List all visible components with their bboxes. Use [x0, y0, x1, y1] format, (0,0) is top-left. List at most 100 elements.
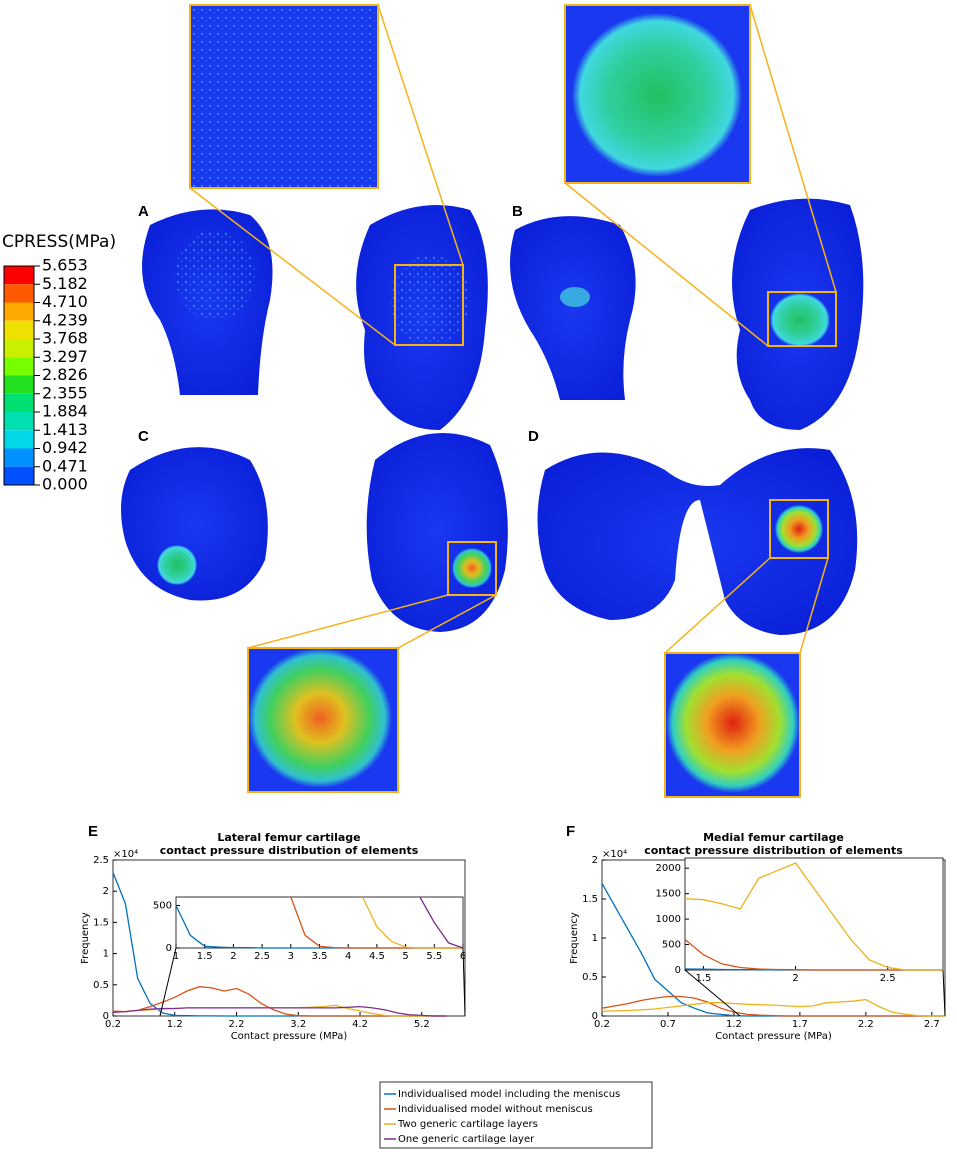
chart-title: Medial femur cartilage: [703, 831, 844, 844]
chart-title: Lateral femur cartilage: [217, 831, 360, 844]
y-tick-label: 0: [675, 965, 681, 976]
panel-label: E: [88, 823, 98, 840]
y-tick-label: 500: [662, 940, 681, 951]
colorbar-label: 0.471: [42, 456, 88, 475]
x-tick-label: 0.2: [594, 1019, 610, 1030]
y-tick-label: 2: [592, 855, 598, 866]
colorbar-band: [4, 284, 34, 303]
inset-connector: [159, 947, 177, 1017]
x-tick-label: 1: [173, 951, 179, 962]
y-axis-label: Frequency: [80, 912, 91, 964]
colorbar-label: 5.182: [42, 274, 88, 293]
series-line: [362, 896, 463, 949]
x-tick-label: 1.7: [792, 1019, 808, 1030]
x-tick-label: 5: [402, 951, 408, 962]
renders: [121, 198, 864, 635]
zoom-views: [189, 4, 837, 798]
legend: Individualised model including the menis…: [379, 1081, 653, 1149]
x-tick-label: 2.2: [858, 1019, 874, 1030]
x-tick-label: 4: [345, 951, 351, 962]
y-tick-label: 0: [103, 1011, 109, 1022]
chart-title: contact pressure distribution of element…: [644, 844, 903, 857]
colorbar-label: 2.826: [42, 365, 88, 384]
panel-label: D: [528, 428, 539, 445]
x-tick-label: 5.5: [426, 951, 442, 962]
y-exponent: ×10⁴: [602, 849, 627, 860]
y-tick-label: 1.5: [582, 894, 598, 905]
legend-label: Individualised model without meniscus: [398, 1104, 593, 1115]
colorbar-band: [4, 448, 34, 467]
legend-label: One generic cartilage layer: [398, 1134, 535, 1145]
colorbar-label: 3.297: [42, 347, 88, 366]
inset-connector: [942, 969, 946, 1017]
x-tick-label: 3.5: [312, 951, 328, 962]
colorbar-band: [4, 339, 34, 358]
x-tick-label: 1.2: [726, 1019, 742, 1030]
x-tick-label: 2.2: [229, 1019, 245, 1030]
series-line: [601, 995, 945, 1017]
x-tick-label: 1.5: [197, 951, 213, 962]
colorbar-band: [4, 320, 34, 339]
x-axis-label: Contact pressure (MPa): [231, 1031, 348, 1042]
x-tick-label: 5.2: [414, 1019, 430, 1030]
panel-label: F: [566, 823, 575, 840]
y-tick-label: 1000: [656, 914, 681, 925]
y-exponent: ×10⁴: [113, 849, 138, 860]
chart-title: contact pressure distribution of element…: [160, 844, 419, 857]
x-tick-label: 4.2: [352, 1019, 368, 1030]
series-line: [419, 896, 464, 949]
x-tick-label: 1.5: [695, 973, 711, 984]
colorbar-band: [4, 393, 34, 412]
x-tick-label: 2.7: [924, 1019, 940, 1030]
inset-connector: [684, 969, 741, 1017]
y-tick-label: 0.5: [582, 972, 598, 983]
colorbar-band: [4, 302, 34, 321]
y-tick-label: 1: [103, 949, 109, 960]
colorbar-band: [4, 375, 34, 394]
colorbar-band: [4, 466, 34, 485]
x-tick-label: 1.2: [167, 1019, 183, 1030]
legend-label: Individualised model including the menis…: [398, 1089, 620, 1100]
y-tick-label: 0: [166, 943, 172, 954]
x-tick-label: 2: [792, 973, 798, 984]
x-tick-label: 2.5: [880, 973, 896, 984]
colorbar-label: 0.000: [42, 475, 88, 494]
x-tick-label: 0.7: [660, 1019, 676, 1030]
y-tick-label: 0: [592, 1011, 598, 1022]
y-tick-label: 1: [592, 933, 598, 944]
x-tick-label: 4.5: [369, 951, 385, 962]
plot-area: [175, 896, 464, 949]
legend-label: Two generic cartilage layers: [397, 1119, 538, 1130]
colorbar-band: [4, 266, 34, 285]
y-tick-label: 2000: [656, 863, 681, 874]
colorbar-label: 1.884: [42, 402, 88, 421]
y-tick-label: 0.5: [93, 980, 109, 991]
plot-area: [684, 857, 944, 971]
colorbar-label: 4.239: [42, 310, 88, 329]
y-tick-label: 500: [153, 901, 172, 912]
y-tick-label: 2.5: [93, 855, 109, 866]
series-line: [684, 862, 943, 971]
series-line: [112, 1005, 447, 1017]
y-tick-label: 1.5: [93, 917, 109, 928]
colorbar-label: 0.942: [42, 438, 88, 457]
panel-label: B: [512, 203, 523, 220]
colorbar-label: 5.653: [42, 256, 88, 275]
x-tick-label: 2.5: [254, 951, 270, 962]
y-tick-label: 2: [103, 886, 109, 897]
colorbar-title: CPRESS(MPa): [2, 232, 116, 252]
colorbar-label: 4.710: [42, 292, 88, 311]
inset-connector: [462, 947, 466, 1017]
x-tick-label: 2: [230, 951, 236, 962]
colorbar-label: 3.768: [42, 329, 88, 348]
series-line: [684, 938, 943, 971]
legend-box: [379, 1081, 653, 1149]
y-tick-label: 1500: [656, 889, 681, 900]
series-line: [601, 998, 945, 1017]
x-axis-label: Contact pressure (MPa): [715, 1031, 832, 1042]
x-tick-label: 3.2: [290, 1019, 306, 1030]
colorbar-band: [4, 412, 34, 431]
x-tick-label: 3: [288, 951, 294, 962]
y-axis-label: Frequency: [569, 912, 580, 964]
